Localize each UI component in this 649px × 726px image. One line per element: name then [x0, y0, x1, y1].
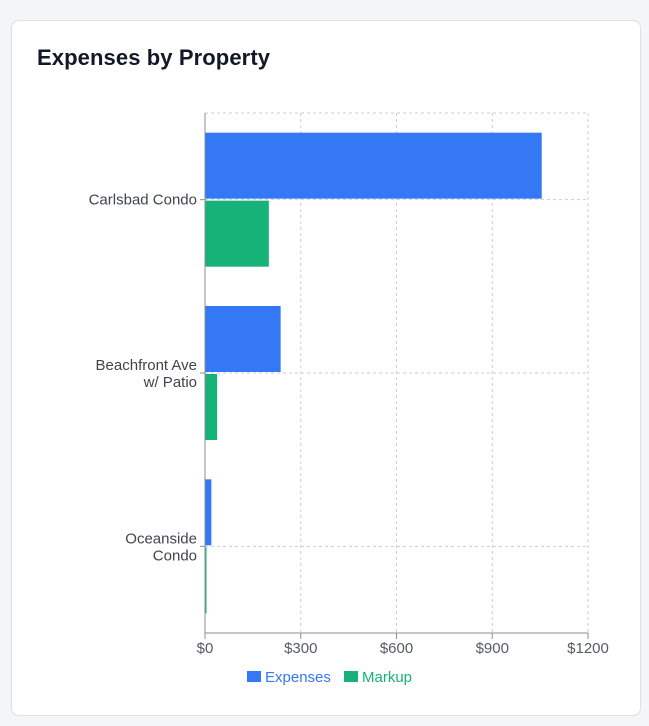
bar-expenses-1: [205, 306, 281, 372]
category-label: Condo: [153, 547, 197, 564]
bar-expenses-0: [205, 132, 542, 199]
x-tick-label: $300: [284, 640, 317, 657]
category-label: Carlsbad Condo: [89, 192, 197, 209]
x-tick-label: $900: [476, 640, 509, 657]
legend-swatch-markup: [344, 671, 358, 682]
category-label: Oceanside: [125, 530, 197, 547]
bar-markup-0: [205, 200, 269, 267]
bar-markup-2: [205, 547, 207, 614]
legend-label-markup: Markup: [362, 669, 412, 686]
x-tick-label: $0: [197, 640, 214, 657]
bar-markup-1: [205, 374, 218, 440]
legend-swatch-expenses: [247, 671, 261, 682]
category-label: Beachfront Ave: [96, 357, 197, 374]
chart-title: Expenses by Property: [37, 45, 271, 70]
x-tick-label: $1200: [567, 640, 609, 657]
category-label: w/ Patio: [143, 374, 197, 391]
x-tick-label: $600: [380, 640, 413, 657]
legend-label-expenses: Expenses: [265, 669, 331, 686]
bar-expenses-2: [205, 479, 212, 546]
